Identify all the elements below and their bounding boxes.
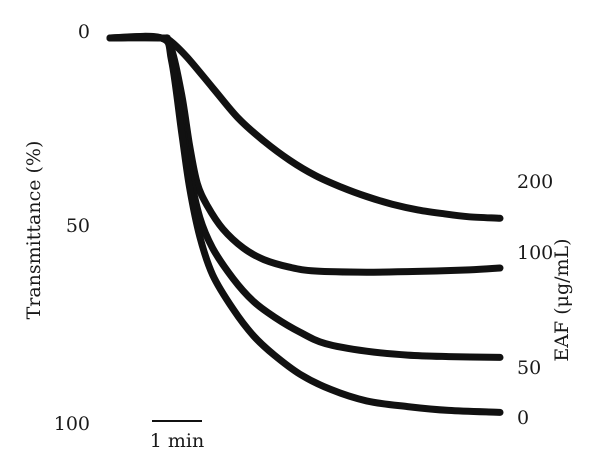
y-tick-50: 50 xyxy=(66,215,90,237)
series-label-100: 100 xyxy=(517,242,553,264)
series-line-100 xyxy=(106,33,504,276)
series-line-0 xyxy=(106,32,504,416)
series-label-200: 200 xyxy=(517,171,553,193)
series-layer xyxy=(106,32,504,416)
series-line-200 xyxy=(106,34,504,222)
y-tick-100: 100 xyxy=(54,413,90,435)
series-line-50 xyxy=(106,33,504,361)
y-axis-title: Transmittance (%) xyxy=(23,141,45,320)
scale-bar-label: 1 min xyxy=(150,430,204,452)
series-label-0: 0 xyxy=(517,407,529,429)
y-tick-0: 0 xyxy=(78,21,90,43)
series-label-50: 50 xyxy=(517,357,541,379)
legend-title: EAF (μg/mL) xyxy=(551,238,573,361)
